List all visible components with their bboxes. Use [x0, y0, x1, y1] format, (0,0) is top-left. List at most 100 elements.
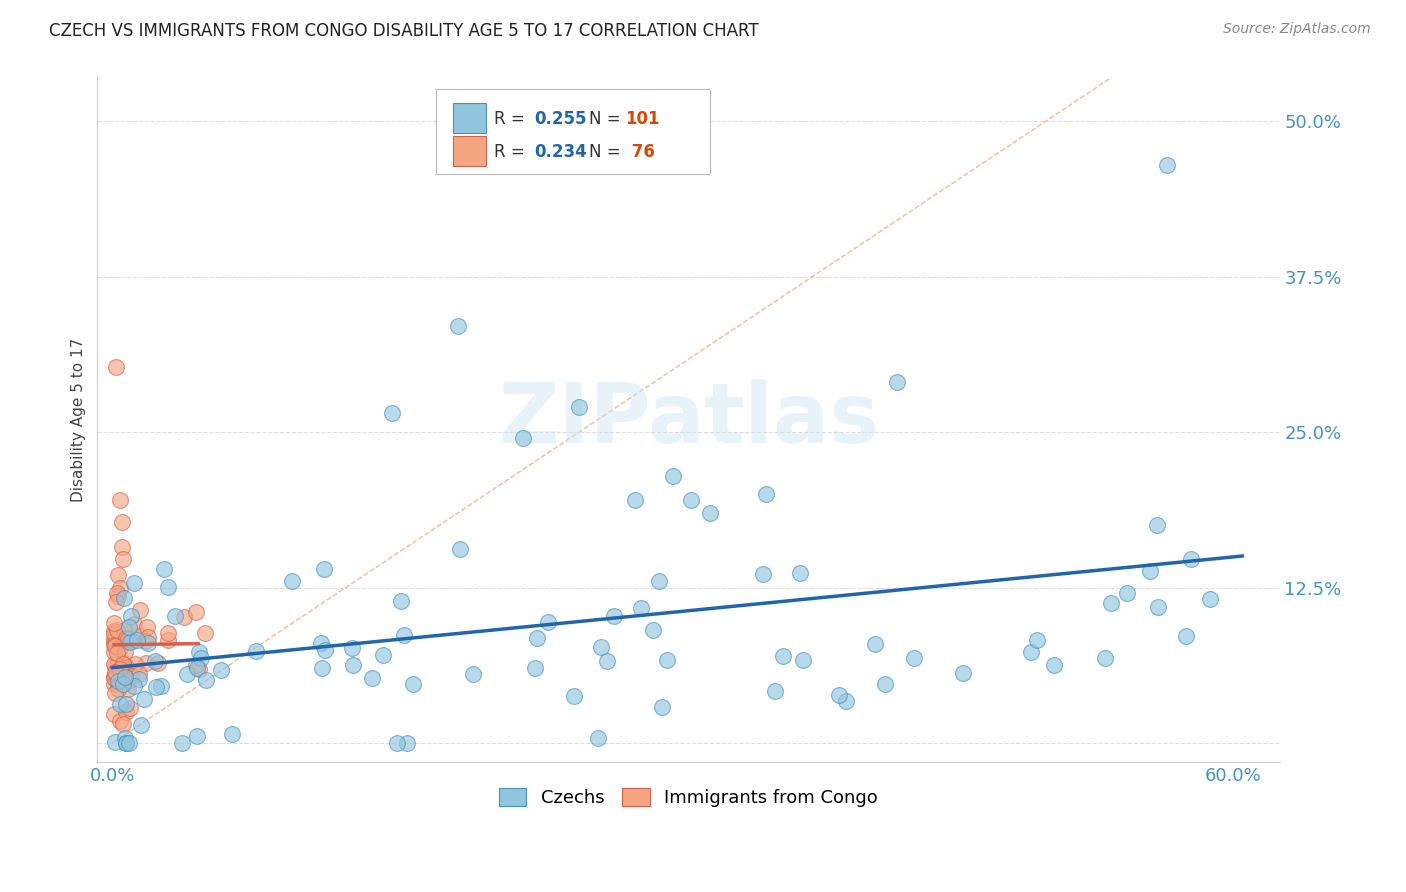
- Point: [651, 700, 673, 714]
- Point: [340, 641, 363, 656]
- Point: [103, 670, 125, 684]
- Point: [952, 665, 974, 680]
- Point: [681, 493, 703, 508]
- Point: [115, 736, 138, 750]
- Point: [104, 735, 127, 749]
- Point: [104, 658, 127, 673]
- Point: [107, 673, 129, 688]
- Point: [1026, 633, 1049, 648]
- Text: N =: N =: [589, 143, 626, 161]
- Point: [281, 574, 304, 588]
- Point: [117, 632, 139, 647]
- Point: [104, 595, 127, 609]
- Y-axis label: Disability Age 5 to 17: Disability Age 5 to 17: [72, 337, 86, 501]
- Point: [108, 493, 131, 508]
- Point: [657, 653, 679, 667]
- Point: [122, 679, 145, 693]
- Text: Source: ZipAtlas.com: Source: ZipAtlas.com: [1223, 22, 1371, 37]
- Point: [186, 661, 208, 675]
- Point: [105, 671, 128, 685]
- Point: [195, 673, 218, 688]
- Point: [103, 645, 125, 659]
- Point: [111, 657, 134, 672]
- Point: [245, 643, 267, 657]
- Point: [875, 677, 897, 691]
- Point: [661, 468, 683, 483]
- Point: [886, 376, 908, 390]
- Text: CZECH VS IMMIGRANTS FROM CONGO DISABILITY AGE 5 TO 17 CORRELATION CHART: CZECH VS IMMIGRANTS FROM CONGO DISABILIT…: [49, 22, 759, 40]
- Point: [145, 680, 167, 694]
- Point: [163, 608, 186, 623]
- Point: [112, 591, 135, 605]
- Point: [128, 666, 150, 681]
- Point: [523, 661, 546, 675]
- Point: [1099, 596, 1122, 610]
- Point: [828, 688, 851, 702]
- Point: [136, 630, 159, 644]
- Point: [103, 676, 125, 690]
- Point: [129, 718, 152, 732]
- Point: [312, 562, 335, 576]
- Point: [447, 319, 470, 334]
- Point: [104, 629, 127, 643]
- Point: [1021, 645, 1043, 659]
- Text: N =: N =: [589, 110, 626, 128]
- Point: [108, 581, 131, 595]
- Point: [128, 672, 150, 686]
- Text: R =: R =: [494, 110, 530, 128]
- Point: [114, 631, 136, 645]
- Point: [755, 487, 778, 501]
- Point: [789, 566, 811, 581]
- Point: [115, 697, 138, 711]
- Point: [526, 632, 548, 646]
- Point: [114, 731, 136, 745]
- Point: [136, 620, 159, 634]
- Point: [111, 540, 134, 554]
- Point: [792, 653, 814, 667]
- Point: [1180, 552, 1202, 566]
- Point: [835, 694, 858, 708]
- Point: [752, 567, 775, 582]
- Point: [104, 686, 127, 700]
- Point: [394, 627, 416, 641]
- Point: [104, 668, 127, 682]
- Text: ZIPatlas: ZIPatlas: [498, 379, 879, 460]
- Point: [763, 683, 786, 698]
- Point: [1146, 517, 1168, 532]
- Point: [156, 633, 179, 648]
- Point: [112, 663, 135, 677]
- Point: [129, 603, 152, 617]
- Point: [118, 673, 141, 688]
- Point: [103, 624, 125, 638]
- Point: [105, 646, 128, 660]
- Point: [115, 661, 138, 675]
- Point: [188, 645, 211, 659]
- Point: [311, 636, 333, 650]
- Point: [118, 620, 141, 634]
- Point: [1043, 658, 1066, 673]
- Point: [103, 671, 125, 685]
- Point: [105, 360, 128, 375]
- Point: [562, 689, 585, 703]
- Point: [568, 400, 591, 414]
- Point: [150, 679, 173, 693]
- Point: [103, 638, 125, 652]
- Point: [115, 736, 138, 750]
- Point: [449, 541, 471, 556]
- Point: [112, 624, 135, 638]
- Point: [117, 681, 139, 696]
- Point: [1116, 586, 1139, 600]
- Point: [120, 609, 142, 624]
- Point: [186, 605, 208, 619]
- Point: [104, 632, 127, 646]
- Point: [512, 431, 534, 445]
- Point: [103, 706, 125, 721]
- Point: [643, 624, 665, 638]
- Point: [114, 670, 136, 684]
- Point: [108, 714, 131, 728]
- Point: [176, 667, 198, 681]
- Point: [591, 640, 613, 654]
- Point: [111, 717, 134, 731]
- Point: [112, 657, 135, 671]
- Text: 0.255: 0.255: [534, 110, 586, 128]
